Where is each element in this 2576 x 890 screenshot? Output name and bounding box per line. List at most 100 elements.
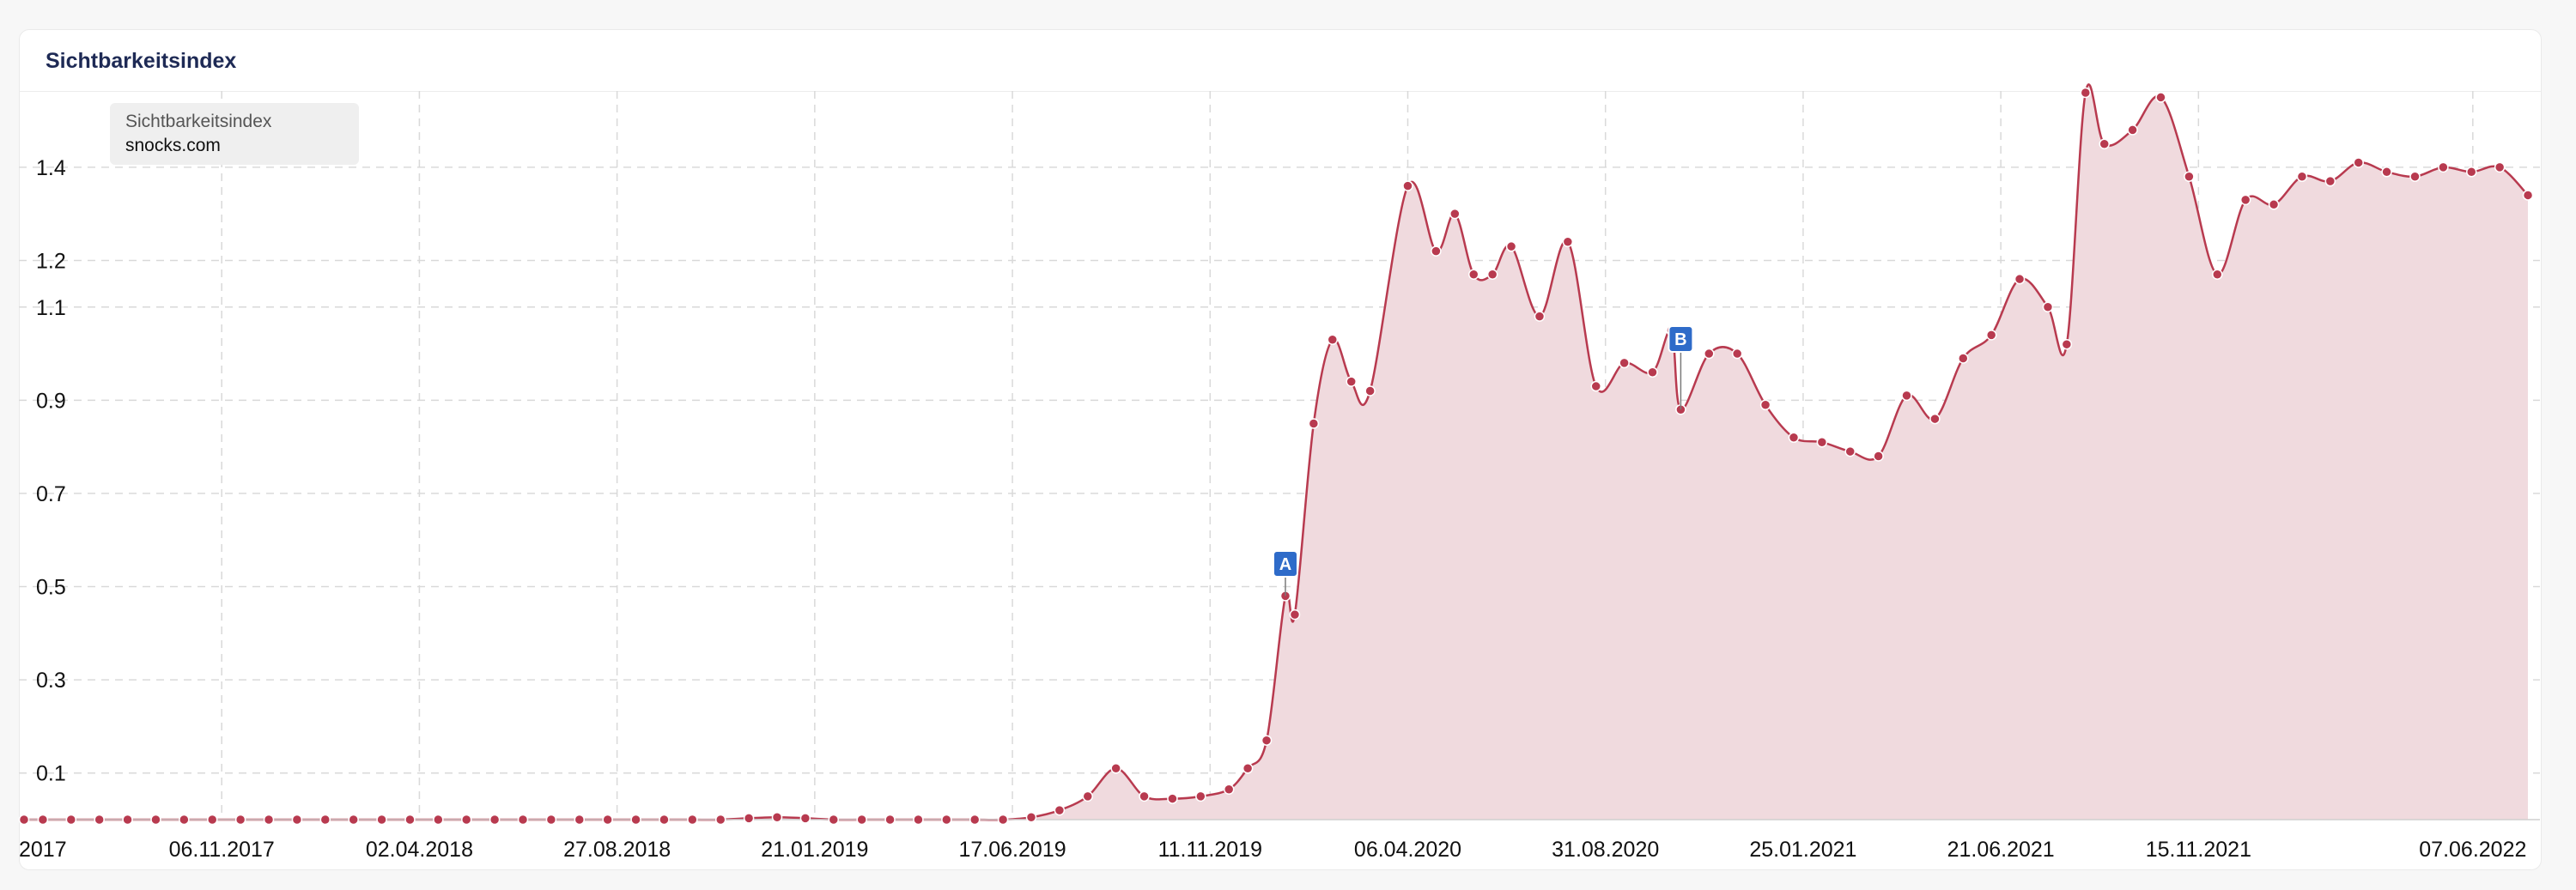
data-point	[1590, 380, 1601, 392]
data-point	[1486, 269, 1498, 280]
data-point	[2080, 87, 2092, 99]
y-tick-label: 1.1	[36, 296, 66, 320]
data-point	[1958, 353, 1969, 364]
data-point	[263, 814, 275, 826]
data-point	[2494, 161, 2506, 173]
series-area	[24, 84, 2528, 820]
data-point	[489, 814, 501, 826]
data-point	[1289, 608, 1301, 621]
data-point	[630, 814, 641, 826]
card-header: Sichtbarkeitsindex	[20, 30, 2541, 92]
data-point	[1327, 334, 1339, 346]
data-point	[207, 814, 218, 826]
x-tick-label: 15.11.2021	[2146, 838, 2251, 862]
data-point	[714, 814, 726, 826]
data-point	[687, 814, 698, 826]
data-point	[65, 814, 77, 826]
annotation-label: A	[1279, 555, 1291, 574]
data-point	[1167, 793, 1178, 804]
x-tick-label: 27.08.2018	[563, 838, 671, 862]
data-point	[2184, 171, 2195, 182]
data-point	[1788, 432, 1800, 444]
data-point	[122, 814, 133, 826]
x-tick-label: 25.01.2021	[1749, 838, 1856, 862]
x-tick-label: 17.06.2019	[959, 838, 1066, 862]
legend-title: Sichtbarkeitsindex	[125, 112, 272, 131]
data-point	[941, 814, 952, 826]
data-point	[18, 814, 30, 826]
annotation-label: B	[1674, 330, 1686, 349]
data-point	[2239, 194, 2251, 206]
data-point	[574, 814, 586, 826]
data-point	[404, 814, 416, 826]
data-point	[1619, 357, 1630, 369]
data-point	[1704, 348, 1715, 360]
data-point	[94, 814, 105, 826]
data-point	[2522, 190, 2534, 201]
data-point	[2353, 157, 2364, 168]
data-point	[2324, 175, 2336, 187]
x-tick-label: 02.04.2018	[366, 838, 473, 862]
data-point	[1731, 348, 1743, 360]
data-point	[2099, 138, 2110, 149]
chart-legend: Sichtbarkeitsindex snocks.com	[110, 103, 359, 165]
data-point	[2438, 161, 2449, 173]
data-point	[1985, 330, 1997, 341]
data-point	[2127, 124, 2138, 136]
data-point	[1534, 311, 1546, 322]
data-point	[828, 814, 840, 826]
data-point	[997, 814, 1009, 826]
data-point	[1082, 790, 1094, 802]
data-point	[1261, 735, 1273, 746]
data-point	[348, 814, 359, 826]
data-point	[319, 814, 331, 826]
data-point	[1364, 385, 1376, 397]
data-point	[1647, 366, 1658, 378]
card-title: Sichtbarkeitsindex	[46, 49, 237, 73]
data-point	[1562, 236, 1574, 247]
y-tick-label: 0.3	[36, 669, 66, 693]
x-tick-label: 07.06.2022	[2419, 838, 2526, 862]
data-point	[433, 814, 444, 826]
data-point	[1467, 269, 1479, 280]
data-point	[884, 814, 896, 826]
data-point	[1901, 390, 1912, 402]
legend-domain: snocks.com	[125, 136, 221, 155]
y-tick-label: 0.9	[36, 389, 66, 413]
data-point	[1431, 245, 1442, 257]
data-point	[799, 813, 811, 824]
data-point	[2061, 338, 2073, 350]
y-tick-label: 0.1	[36, 762, 66, 786]
data-point	[771, 812, 783, 823]
x-tick-label: 31.08.2020	[1552, 838, 1659, 862]
data-point	[1816, 436, 1828, 448]
y-tick-label: 1.2	[36, 249, 66, 273]
data-point	[856, 814, 867, 826]
data-point	[2042, 301, 2054, 313]
data-point	[1110, 763, 1121, 774]
data-point	[2296, 171, 2308, 182]
data-point	[1139, 790, 1150, 802]
data-point	[1025, 812, 1037, 823]
data-point	[1308, 418, 1320, 429]
x-tick-label: 21.06.2021	[1947, 838, 2055, 862]
data-point	[150, 814, 161, 826]
data-point	[37, 814, 49, 826]
data-point	[2155, 92, 2166, 103]
data-point	[969, 814, 981, 826]
annotation-marker	[1668, 325, 1694, 353]
x-tick-label: 21.01.2019	[761, 838, 868, 862]
x-tick-label: 11.11.2019	[1158, 838, 1262, 862]
data-point	[1346, 376, 1357, 387]
data-point	[2212, 269, 2223, 280]
data-point	[2409, 171, 2421, 182]
data-point	[1402, 180, 1413, 191]
data-point	[1873, 451, 1884, 462]
data-point	[460, 814, 472, 826]
data-point	[234, 814, 246, 826]
data-point	[1844, 445, 1856, 457]
data-point	[376, 814, 387, 826]
data-point	[659, 814, 670, 826]
data-point	[2014, 273, 2026, 285]
